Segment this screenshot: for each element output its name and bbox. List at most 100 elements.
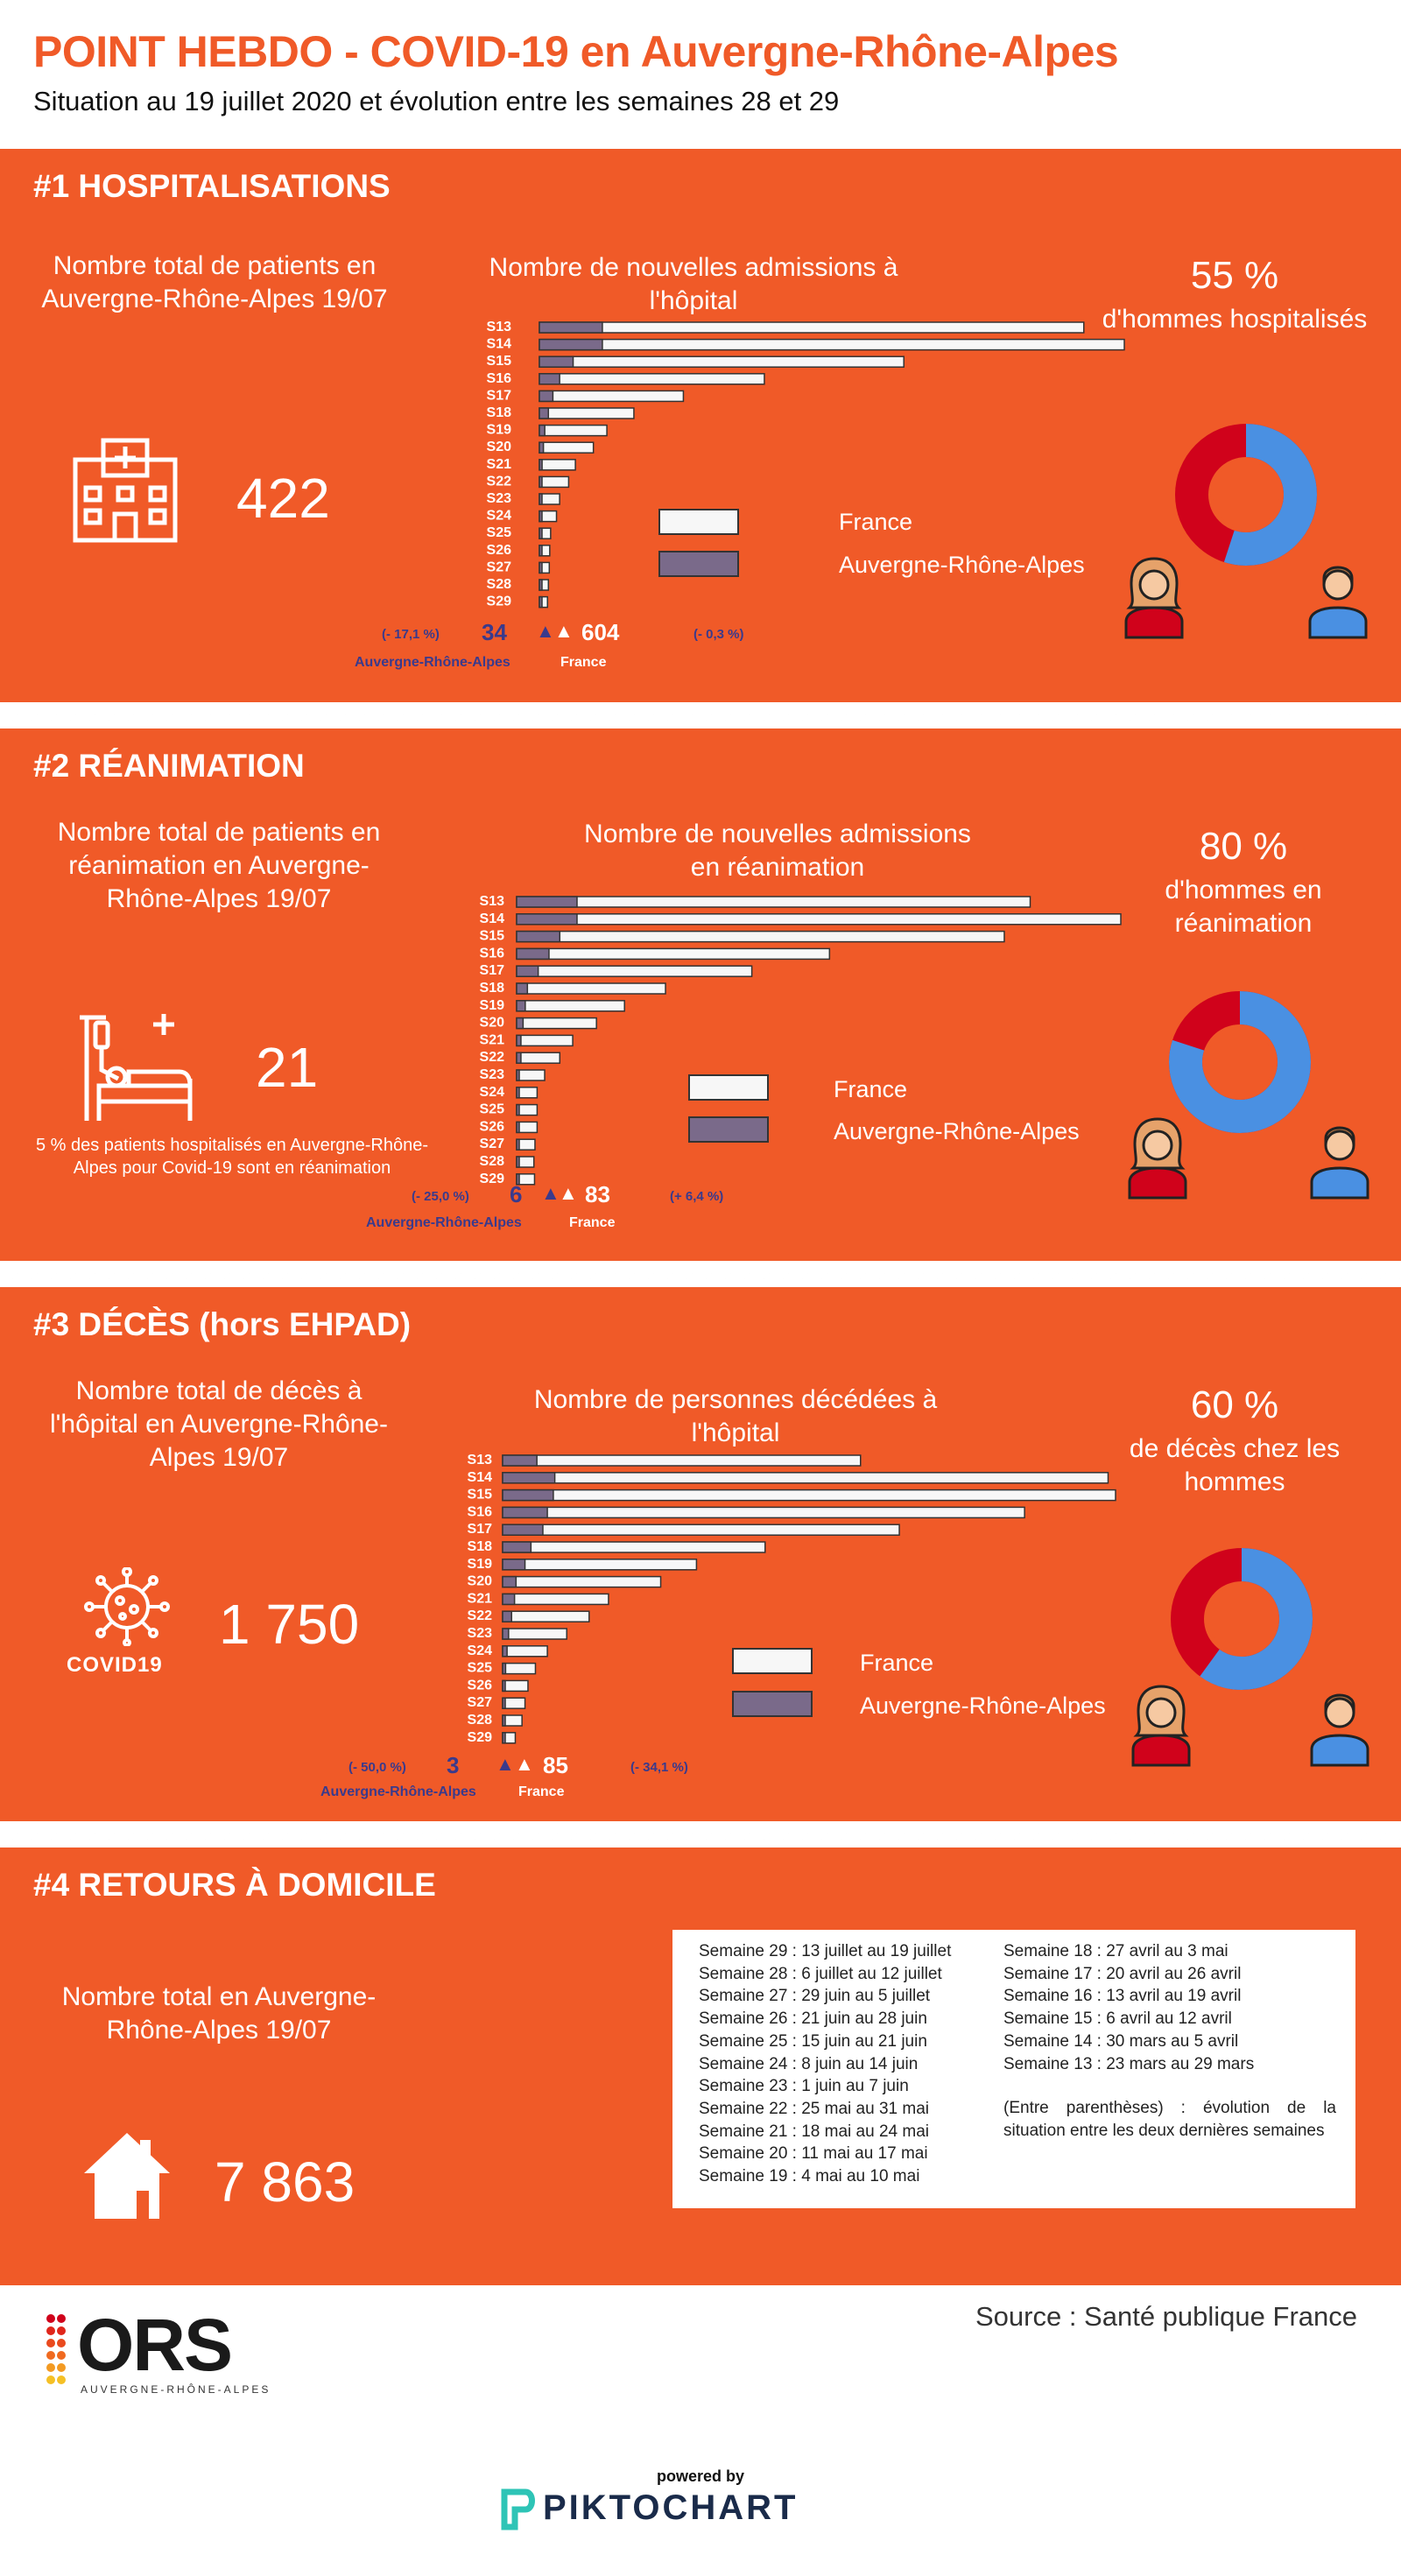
donut-slice-men xyxy=(1169,991,1311,1133)
section-title: #3 DÉCÈS (hors EHPAD) xyxy=(33,1306,412,1342)
triangle-up-icon: ▲ xyxy=(541,1182,560,1204)
category-label: S15 xyxy=(480,929,505,944)
france-label: France xyxy=(518,1784,565,1799)
chart-icu-admissions: Nombre de nouvelles admissions en réanim… xyxy=(480,820,1122,1186)
category-label: S22 xyxy=(487,474,512,489)
week-item: Semaine 22 : 25 mai au 31 mai xyxy=(699,2099,929,2118)
france-change-pct: (- 34,1 %) xyxy=(630,1760,688,1775)
region-label: Auvergne-Rhône-Alpes xyxy=(320,1784,476,1799)
bar-france xyxy=(539,459,576,471)
woman-icon xyxy=(1131,1685,1191,1767)
man-icon xyxy=(1310,1126,1369,1200)
icu-note: 5 % des patients hospitalisés en Auvergn… xyxy=(35,1136,429,1178)
men-share-value: 55 % xyxy=(1190,254,1279,297)
triangle-up-icon: ▲ xyxy=(536,620,555,642)
legend-france-swatch xyxy=(688,1074,769,1101)
dotted-divider xyxy=(0,711,1401,723)
section-title: #1 HOSPITALISATIONS xyxy=(33,168,391,204)
bar-region xyxy=(539,595,543,609)
region-change-pct: (- 25,0 %) xyxy=(412,1189,469,1204)
bar-region xyxy=(502,1714,506,1727)
bar-region xyxy=(516,1121,520,1134)
bar-region xyxy=(502,1732,506,1744)
category-label: S14 xyxy=(480,911,505,926)
france-change-pct: (- 0,3 %) xyxy=(693,627,744,642)
week-item: Semaine 27 : 29 juin au 5 juillet xyxy=(699,1987,931,2006)
bar-france xyxy=(539,390,685,403)
bar-region xyxy=(539,373,560,385)
total-value: 7 863 xyxy=(215,2150,356,2214)
bar-region xyxy=(502,1524,544,1536)
bar-region xyxy=(502,1679,506,1693)
france-label: France xyxy=(560,655,607,670)
covid19-icon-label: COVID19 xyxy=(67,1653,163,1677)
category-label: S26 xyxy=(468,1678,493,1693)
bar-region xyxy=(516,913,578,926)
bar-france xyxy=(539,475,570,489)
chart-hospital-deaths: Nombre de personnes décédées à l'hôpital… xyxy=(468,1385,1116,1745)
bar-region xyxy=(516,947,550,961)
category-label: S28 xyxy=(487,577,512,592)
category-label: S21 xyxy=(480,1032,505,1047)
total-value: 422 xyxy=(236,467,330,530)
donut-hole xyxy=(1213,461,1279,528)
bar-region xyxy=(516,1087,520,1099)
man-icon xyxy=(1310,1693,1369,1767)
covid19-virus-icon xyxy=(84,1567,170,1646)
category-label: S17 xyxy=(480,963,505,978)
donut-slice-men xyxy=(1171,1548,1313,1690)
bar-region xyxy=(539,407,550,419)
category-label: S18 xyxy=(468,1539,493,1554)
category-label: S19 xyxy=(480,998,505,1013)
france-change-value: 604 xyxy=(581,619,620,645)
bar-france xyxy=(516,1000,625,1012)
bar-france xyxy=(502,1697,526,1709)
category-label: S20 xyxy=(468,1574,493,1589)
bar-region xyxy=(502,1645,508,1658)
category-label: S27 xyxy=(480,1137,505,1151)
category-label: S13 xyxy=(487,320,512,334)
bar-region xyxy=(516,1103,520,1116)
category-label: S21 xyxy=(468,1591,493,1606)
section-reanimation: #2 RÉANIMATION Nombre total de patients … xyxy=(0,728,1401,1261)
bar-region xyxy=(502,1575,517,1588)
week-item: Semaine 29 : 13 juillet au 19 juillet xyxy=(699,1942,952,1960)
bar-region xyxy=(539,579,543,591)
men-share-donut xyxy=(1171,1548,1313,1690)
bar-region xyxy=(516,965,539,977)
bar-france xyxy=(502,1472,1109,1484)
bar-region xyxy=(516,1017,524,1030)
bar-france xyxy=(516,1069,546,1081)
bar-region xyxy=(502,1472,556,1484)
category-label: S23 xyxy=(468,1626,493,1641)
region-change-pct: (- 17,1 %) xyxy=(382,627,440,642)
triangle-up-icon: ▲ xyxy=(554,620,574,642)
bar-region xyxy=(516,982,529,995)
category-label: S16 xyxy=(487,371,512,386)
page-subtitle: Situation au 19 juillet 2020 et évolutio… xyxy=(33,86,840,116)
bar-france xyxy=(502,1610,590,1622)
total-label: Nombre total de patients en réanimation … xyxy=(57,818,381,913)
bar-region xyxy=(502,1541,532,1553)
week-item: Semaine 20 : 11 mai au 17 mai xyxy=(699,2144,928,2164)
powered-by-text: powered by xyxy=(656,2467,745,2485)
bar-region xyxy=(539,527,543,539)
bar-france xyxy=(502,1454,862,1467)
category-label: S17 xyxy=(487,388,512,403)
bar-france xyxy=(539,373,765,385)
france-change-pct: (+ 6,4 %) xyxy=(670,1189,724,1204)
category-label: S27 xyxy=(487,560,512,574)
category-label: S29 xyxy=(468,1730,493,1745)
region-change-value: 3 xyxy=(447,1752,460,1778)
bar-region xyxy=(516,1069,520,1081)
bar-region xyxy=(502,1506,548,1519)
bar-france xyxy=(516,1052,561,1064)
hospital-building-icon xyxy=(73,438,178,543)
donut-hole xyxy=(1207,1029,1273,1095)
category-label: S25 xyxy=(487,525,512,540)
bar-france xyxy=(516,913,1122,926)
piktochart-brand: PIKTOCHART xyxy=(543,2488,799,2527)
category-label: S14 xyxy=(468,1470,493,1485)
bar-region xyxy=(539,338,603,351)
bar-region xyxy=(502,1662,507,1675)
